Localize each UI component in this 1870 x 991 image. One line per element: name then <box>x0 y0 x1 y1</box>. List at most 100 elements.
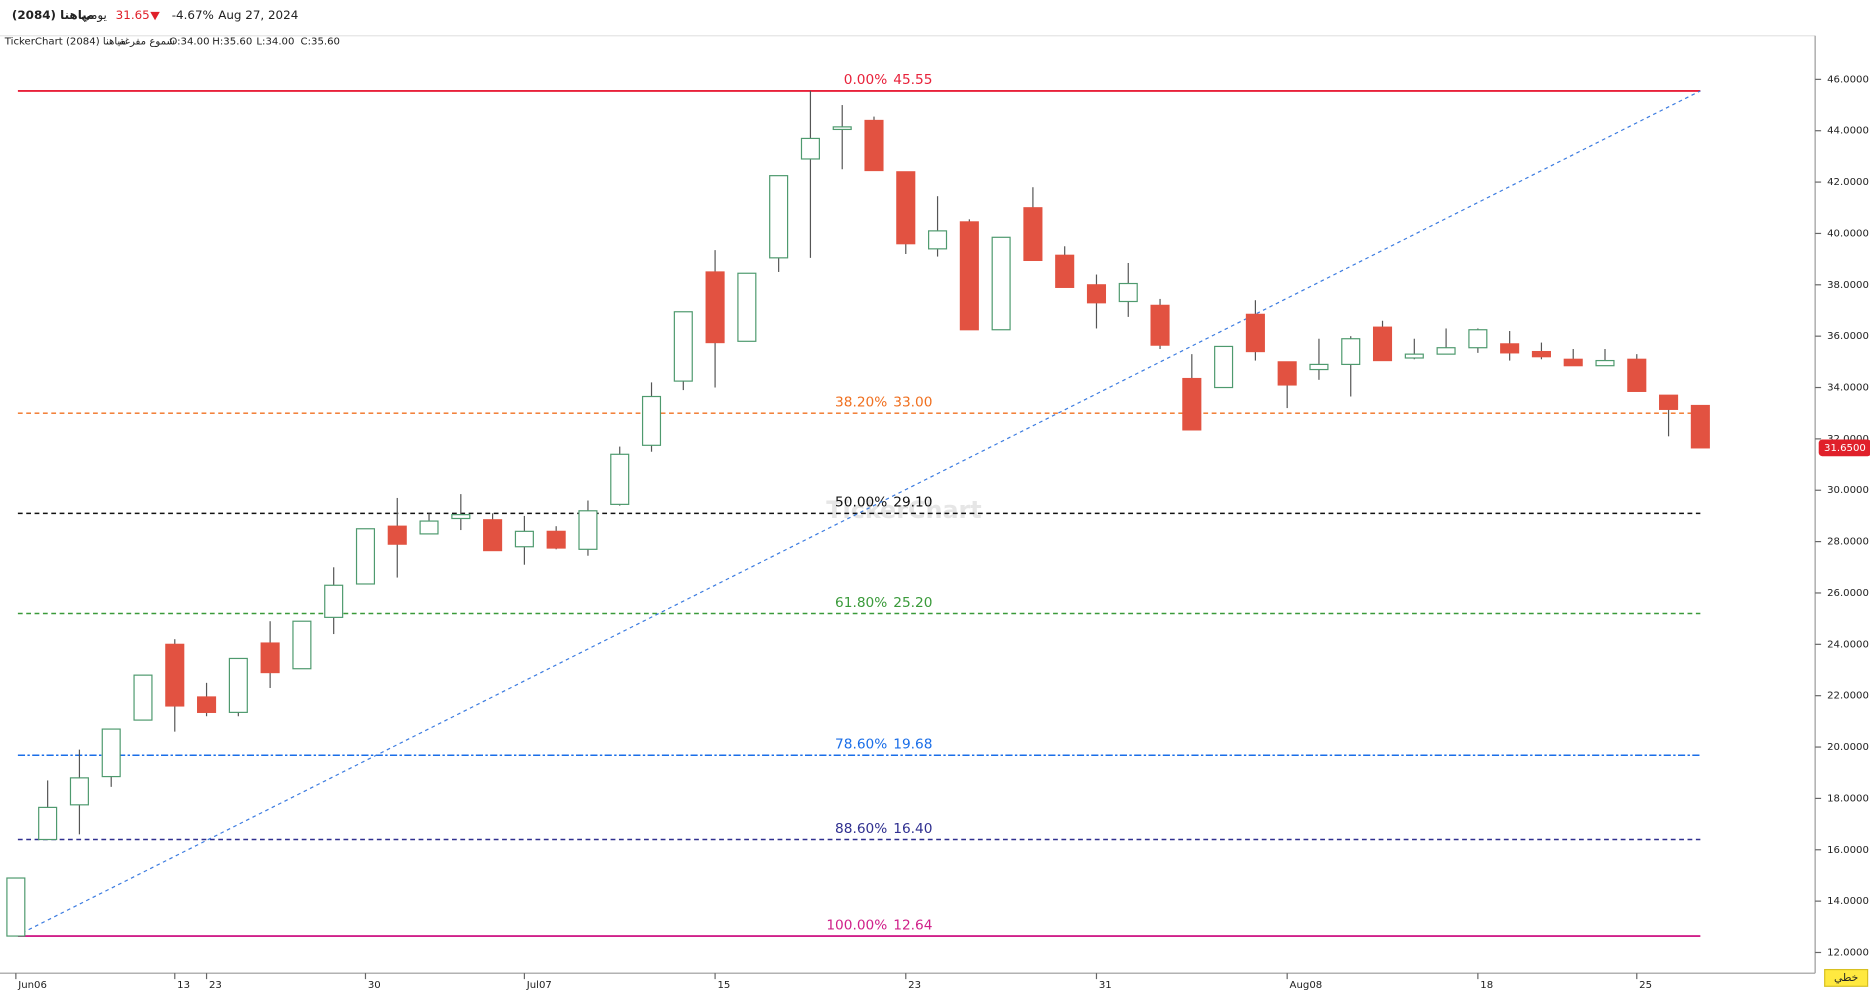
mode-button-label[interactable]: خطي <box>1834 971 1858 984</box>
ohlc-close: C:35.60 <box>301 37 340 48</box>
candle-body <box>1055 254 1075 288</box>
candle-body <box>1150 304 1170 346</box>
candle-body <box>546 530 566 549</box>
candle-body <box>165 643 185 707</box>
ohlc-low: L:34.00 <box>256 37 294 48</box>
candle-body <box>1627 358 1647 392</box>
fib-ratio: 50.00% <box>835 495 887 511</box>
candle-body <box>1309 363 1329 371</box>
fib-price: 33.00 <box>893 394 932 410</box>
y-tick-label: 26.0000 <box>1827 588 1869 599</box>
y-tick-label: 14.0000 <box>1827 896 1869 907</box>
y-tick-label: 44.0000 <box>1827 126 1869 137</box>
candle-body <box>1245 313 1265 353</box>
candle-body <box>1436 347 1456 355</box>
y-tick-label: 38.0000 <box>1827 280 1869 291</box>
candle-body <box>101 728 121 778</box>
candle-body <box>1468 329 1488 349</box>
mode-button[interactable] <box>1824 968 1869 987</box>
watermark: TickerChart <box>826 496 981 524</box>
candle-body <box>1086 284 1107 304</box>
candle-body <box>673 311 693 382</box>
change: -4.67% <box>172 8 214 22</box>
y-tick-label: 24.0000 <box>1827 639 1869 650</box>
y-tick-label: 22.0000 <box>1827 691 1869 702</box>
candle-body <box>705 271 725 344</box>
candle-body <box>355 528 376 585</box>
fib-price: 29.10 <box>893 495 932 511</box>
fib-ratio: 38.20% <box>835 394 887 410</box>
y-tick-label: 32.0000 <box>1827 434 1869 445</box>
candle-body <box>1531 350 1551 358</box>
candle-body <box>737 272 757 342</box>
x-tick-label: 25 <box>1639 980 1652 991</box>
price: 31.65 <box>116 8 150 22</box>
candle-body <box>483 519 503 552</box>
y-tick-label: 16.0000 <box>1827 845 1869 856</box>
y-tick-label: 34.0000 <box>1827 383 1869 394</box>
candle-body <box>578 510 598 550</box>
x-tick-label: Jul07 <box>526 980 552 991</box>
candle-body <box>1214 345 1234 389</box>
candle-body <box>197 696 217 713</box>
fib-price: 12.64 <box>893 917 932 933</box>
candle-body <box>1690 404 1710 449</box>
candle-body <box>228 657 248 713</box>
candle-body <box>864 119 884 172</box>
symbol: مياهنا (2084) <box>12 8 94 22</box>
trend-line <box>15 90 1701 937</box>
candle-body <box>991 236 1011 331</box>
x-tick-label: Aug08 <box>1290 980 1323 991</box>
ohlc-open: O:34.00 <box>169 37 209 48</box>
date: Aug 27, 2024 <box>218 8 298 22</box>
y-tick-label: 18.0000 <box>1827 793 1869 804</box>
fib-ratio: 78.60% <box>835 737 887 753</box>
fib-ratio: 0.00% <box>844 72 888 88</box>
fib-price: 25.20 <box>893 595 932 611</box>
candle-body <box>387 525 407 545</box>
y-tick-label: 40.0000 <box>1827 228 1869 239</box>
candle-body <box>1595 359 1615 367</box>
candle-body <box>69 777 89 806</box>
candle-body <box>928 230 948 250</box>
candle-body <box>133 674 153 721</box>
candle-body <box>1118 282 1138 303</box>
ohlc-high: H:35.60 <box>212 37 252 48</box>
candle-body <box>641 395 662 446</box>
last-price-box <box>1818 439 1870 457</box>
last-price-label: 31.6500 <box>1824 443 1866 454</box>
x-tick-label: 15 <box>717 980 730 991</box>
candle-body <box>610 453 630 505</box>
candle-body <box>514 530 534 548</box>
x-tick-label: 23 <box>908 980 921 991</box>
candle-body <box>1372 326 1393 362</box>
candle-body <box>1341 338 1361 366</box>
candle-body <box>1182 377 1202 431</box>
x-tick-label: 18 <box>1480 980 1493 991</box>
fib-price: 19.68 <box>893 737 932 753</box>
candle-body <box>38 806 58 841</box>
y-tick-label: 30.0000 <box>1827 485 1869 496</box>
y-tick-label: 46.0000 <box>1827 74 1869 85</box>
fib-ratio: 100.00% <box>826 917 887 933</box>
candle-body <box>6 877 26 937</box>
candle-body <box>260 642 280 674</box>
candle-body <box>832 126 852 131</box>
y-tick-label: 42.0000 <box>1827 177 1869 188</box>
candle-body <box>896 171 916 245</box>
candle-body <box>769 175 789 259</box>
chart-style: شموع مفرغة <box>119 37 175 48</box>
candle-body <box>800 137 820 160</box>
candle-body <box>292 620 312 670</box>
x-tick-label: 23 <box>209 980 222 991</box>
down-arrow <box>150 11 160 21</box>
y-tick-label: 20.0000 <box>1827 742 1869 753</box>
candle-body <box>451 514 471 520</box>
candle-body <box>1659 394 1679 410</box>
x-tick-label: 31 <box>1099 980 1112 991</box>
chart-name: TickerChart مياهنا (2084) <box>4 37 126 48</box>
fib-price: 45.55 <box>893 72 932 88</box>
